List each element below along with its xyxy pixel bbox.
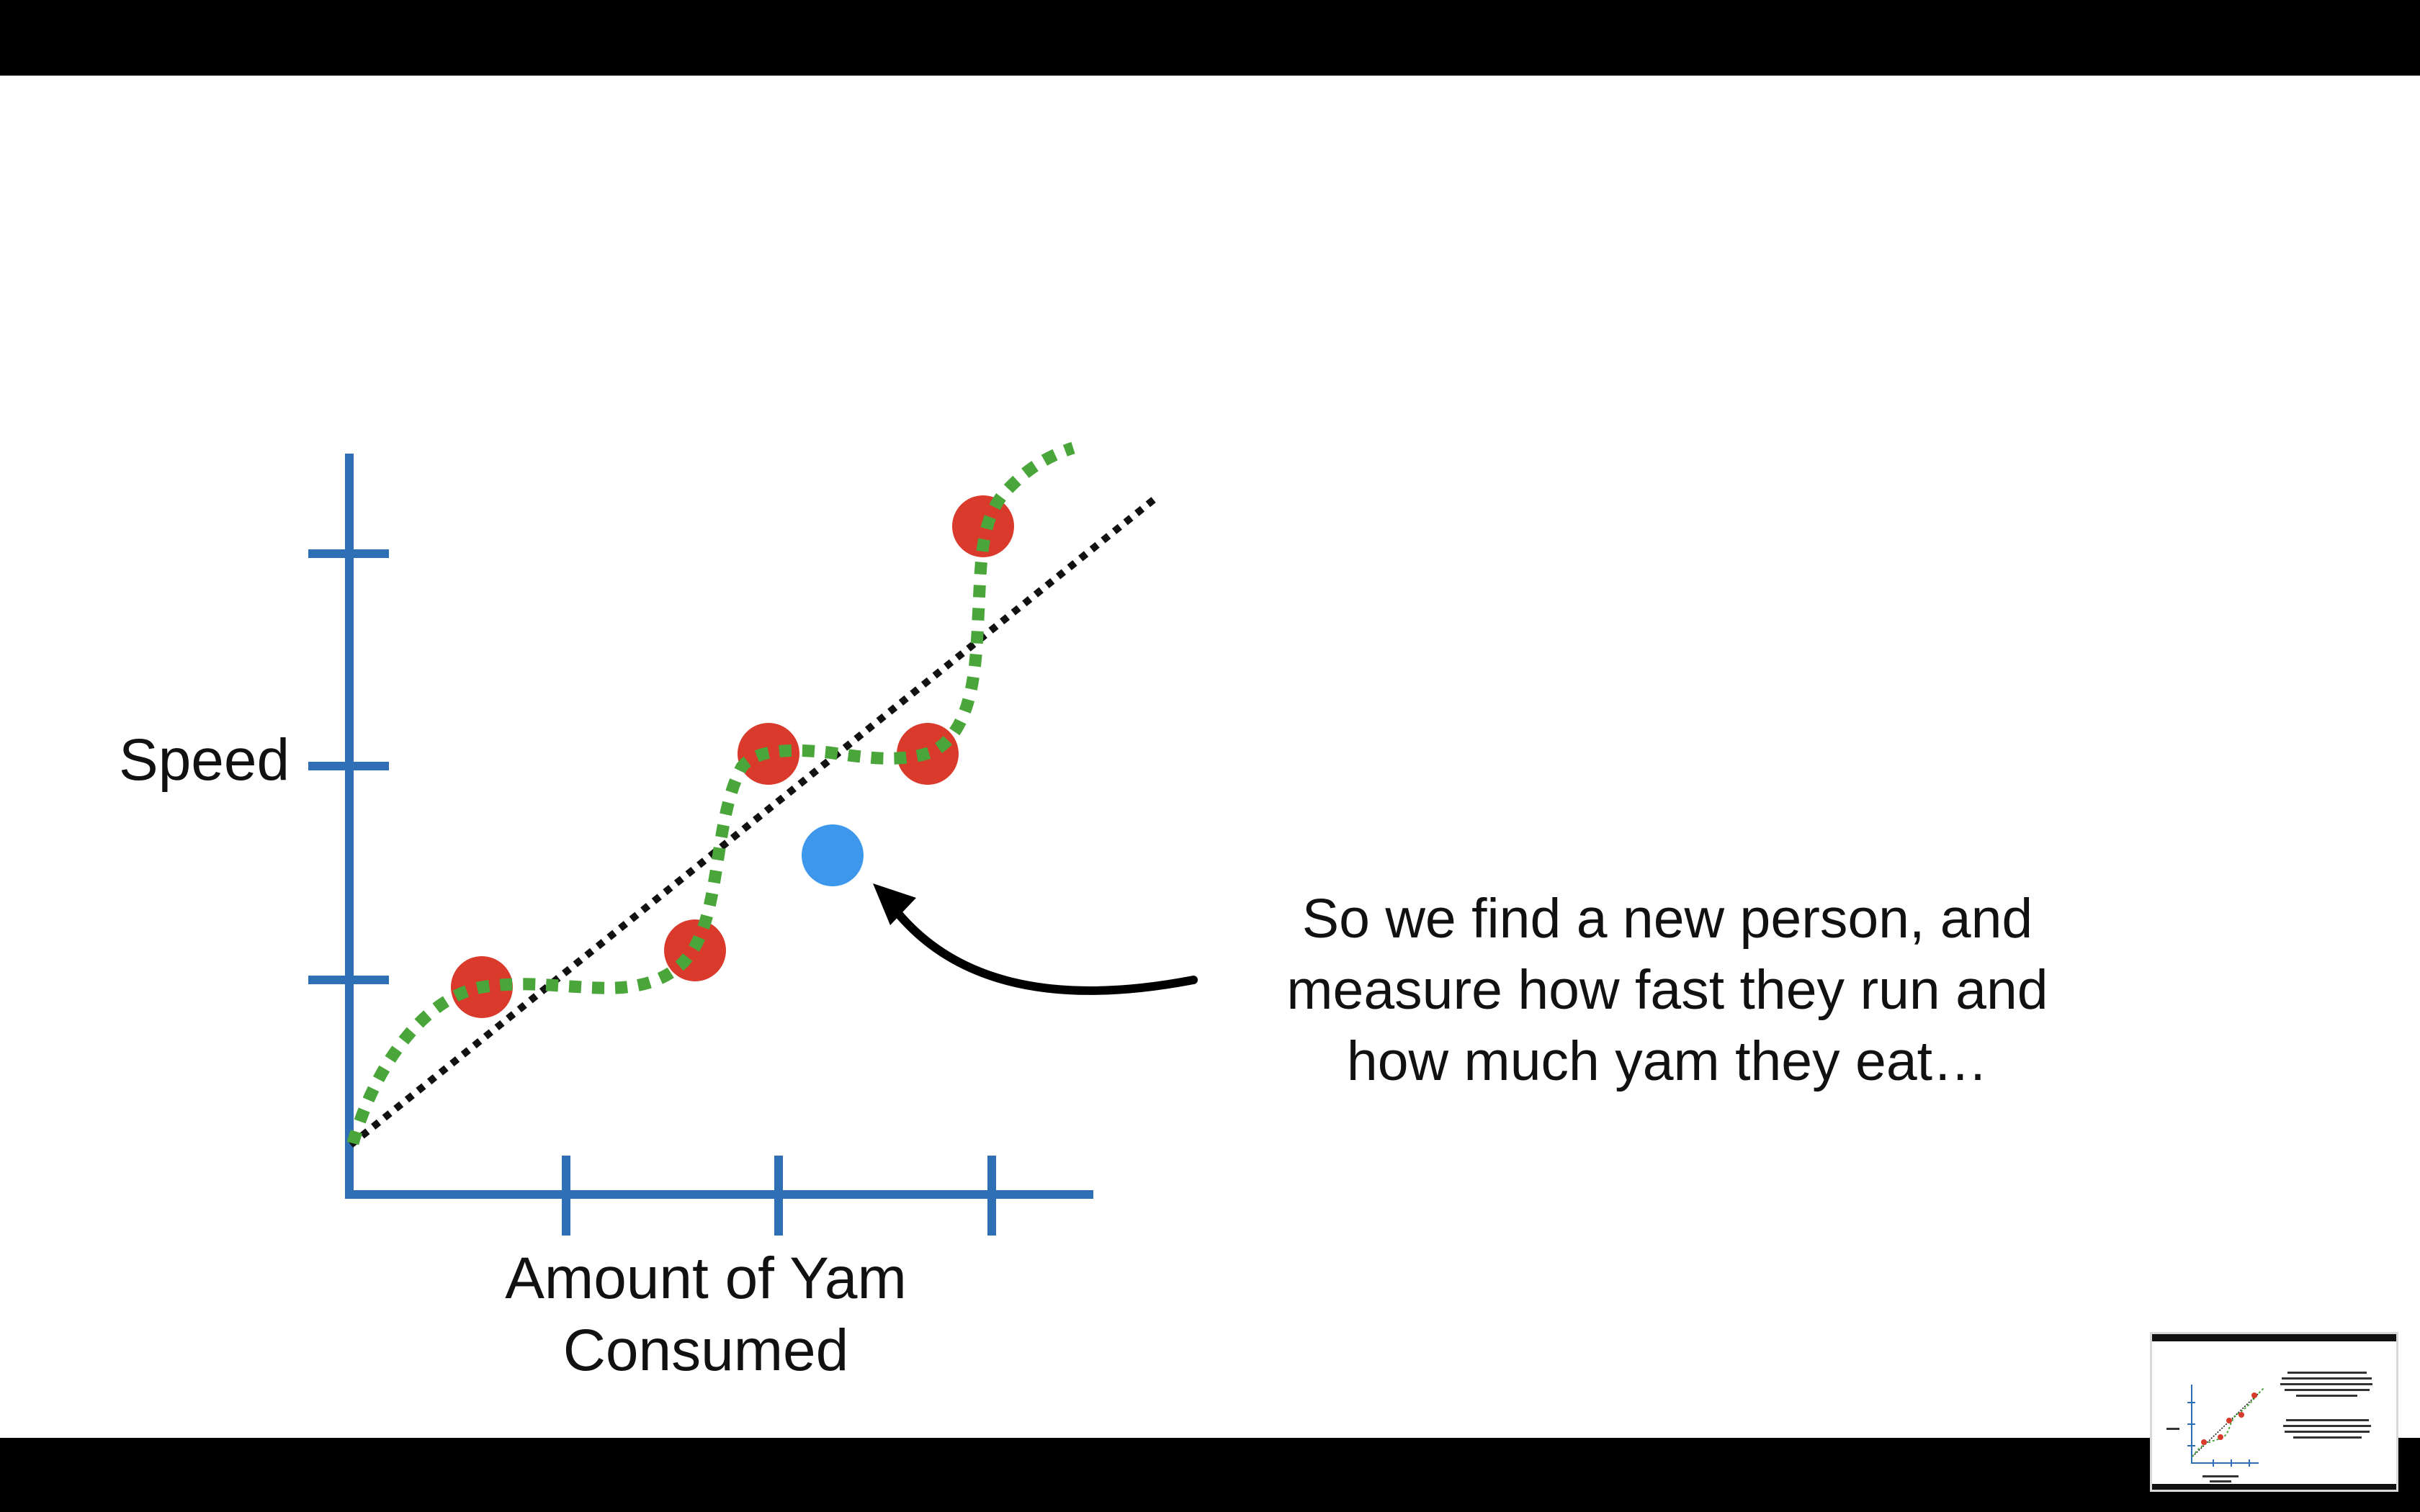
caption-line-2: measure how fast they run and <box>1286 959 2048 1021</box>
training-point <box>664 919 726 981</box>
curved-arrow <box>889 903 1198 995</box>
top-letterbox-bar <box>0 0 2420 76</box>
thumbnail-bottom-bar <box>2152 1484 2396 1490</box>
chart-axes <box>308 454 1093 1236</box>
caption-line-3: how much yam they eat… <box>1347 1030 1988 1092</box>
black-dotted-line <box>348 496 1157 1148</box>
thumbnail-top-bar <box>2152 1334 2396 1341</box>
green-squiggle-line <box>346 441 1075 1146</box>
thumbnail-graphic <box>2166 1372 2372 1482</box>
caption-line-1: So we find a new person, and <box>1302 888 2033 950</box>
new-person-point <box>802 824 864 886</box>
arrow-head-icon <box>873 883 916 925</box>
x-axis-label-line1: Amount of Yam <box>505 1246 907 1311</box>
bottom-letterbox-bar <box>0 1438 2420 1512</box>
x-axis-label-line2: Consumed <box>563 1318 849 1383</box>
slide-canvas <box>0 76 2420 1438</box>
slide-thumbnail-preview[interactable] <box>2150 1332 2398 1492</box>
y-axis-label: Speed <box>119 727 290 793</box>
